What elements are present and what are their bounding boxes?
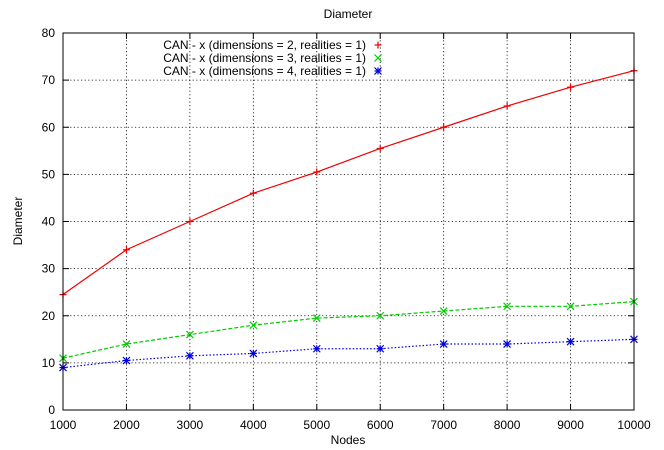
y-axis-title: Diameter	[11, 197, 25, 246]
legend-label: CAN - x (dimensions = 2, realities = 1)	[163, 38, 366, 52]
x-tick-label: 9000	[557, 418, 584, 432]
legend: CAN - x (dimensions = 2, realities = 1)C…	[163, 38, 382, 78]
series-2-point	[249, 321, 258, 330]
x-tick-label: 6000	[367, 418, 394, 432]
series-3-point	[312, 344, 321, 353]
series-1-point	[186, 218, 194, 225]
y-tick-label: 60	[42, 120, 56, 134]
grid	[63, 33, 634, 410]
series-3-point	[439, 340, 448, 348]
series-1-point	[503, 102, 511, 110]
series-2-point	[439, 307, 448, 315]
x-tick-label: 3000	[177, 418, 204, 432]
y-tick-label: 50	[42, 167, 56, 181]
x-axis-title: Nodes	[331, 433, 366, 447]
legend-marker-3	[374, 67, 382, 75]
x-tick-label: 1000	[50, 418, 77, 432]
y-tick-label: 80	[42, 26, 56, 40]
x-tick-label: 5000	[303, 418, 330, 432]
series-2-point	[503, 302, 512, 311]
series-line-3	[62, 338, 635, 369]
x-tick-label: 7000	[430, 418, 457, 432]
chart-title: Diameter	[324, 7, 373, 21]
x-tick-label: 2000	[113, 418, 140, 432]
y-tick-label: 0	[48, 403, 55, 417]
series-2-point	[185, 330, 194, 339]
legend-marker-2	[374, 54, 382, 62]
series-1-point	[567, 83, 575, 91]
legend-marker-1	[374, 41, 382, 49]
series-line-2	[62, 301, 635, 359]
series-1-point	[313, 168, 321, 176]
y-tick-label: 30	[42, 262, 56, 276]
series-layer	[59, 67, 638, 372]
series-3-point	[566, 337, 575, 346]
y-tick-label: 40	[42, 215, 56, 229]
y-tick-label: 20	[42, 309, 56, 323]
x-tick-label: 4000	[240, 418, 267, 432]
series-3-point	[503, 340, 512, 348]
legend-label: CAN - x (dimensions = 3, realities = 1)	[163, 51, 366, 65]
x-tick-label: 10000	[617, 418, 651, 432]
series-2-point	[566, 302, 575, 311]
series-1-point	[440, 123, 448, 131]
x-tick-label: 8000	[494, 418, 521, 432]
series-1-point	[376, 144, 384, 152]
series-3-point	[122, 356, 131, 365]
y-tick-label: 70	[42, 73, 56, 87]
series-1-point	[122, 246, 130, 254]
series-3-point	[376, 344, 385, 353]
ticks: 1000 2000 3000 4000 5000 6000 7000 8000 9000 1000…	[42, 26, 651, 432]
series-2-point	[312, 314, 321, 323]
series-2-point	[122, 340, 131, 348]
series-3-point	[249, 349, 258, 358]
series-2-point	[376, 311, 385, 320]
series-line-1	[62, 70, 635, 296]
series-1-point	[249, 189, 257, 197]
legend-label: CAN - x (dimensions = 4, realities = 1)	[163, 64, 366, 78]
series-3-point	[185, 351, 194, 360]
y-tick-label: 10	[42, 356, 56, 370]
